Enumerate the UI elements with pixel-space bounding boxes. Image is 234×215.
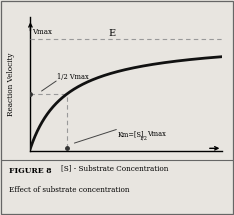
Text: 1/2 Vmax: 1/2 Vmax: [57, 73, 89, 81]
Text: Vmax: Vmax: [147, 130, 166, 138]
Text: E: E: [108, 29, 115, 38]
Text: Effect of substrate concentration: Effect of substrate concentration: [9, 186, 130, 194]
Text: Vmax: Vmax: [32, 28, 52, 36]
Text: FIGURE 8: FIGURE 8: [9, 167, 52, 175]
Text: 1/2: 1/2: [140, 135, 147, 140]
Text: [S] - Substrate Concentration: [S] - Substrate Concentration: [61, 164, 168, 172]
Text: Reaction Velocity: Reaction Velocity: [7, 52, 15, 116]
Text: Km=[S]: Km=[S]: [117, 130, 144, 138]
